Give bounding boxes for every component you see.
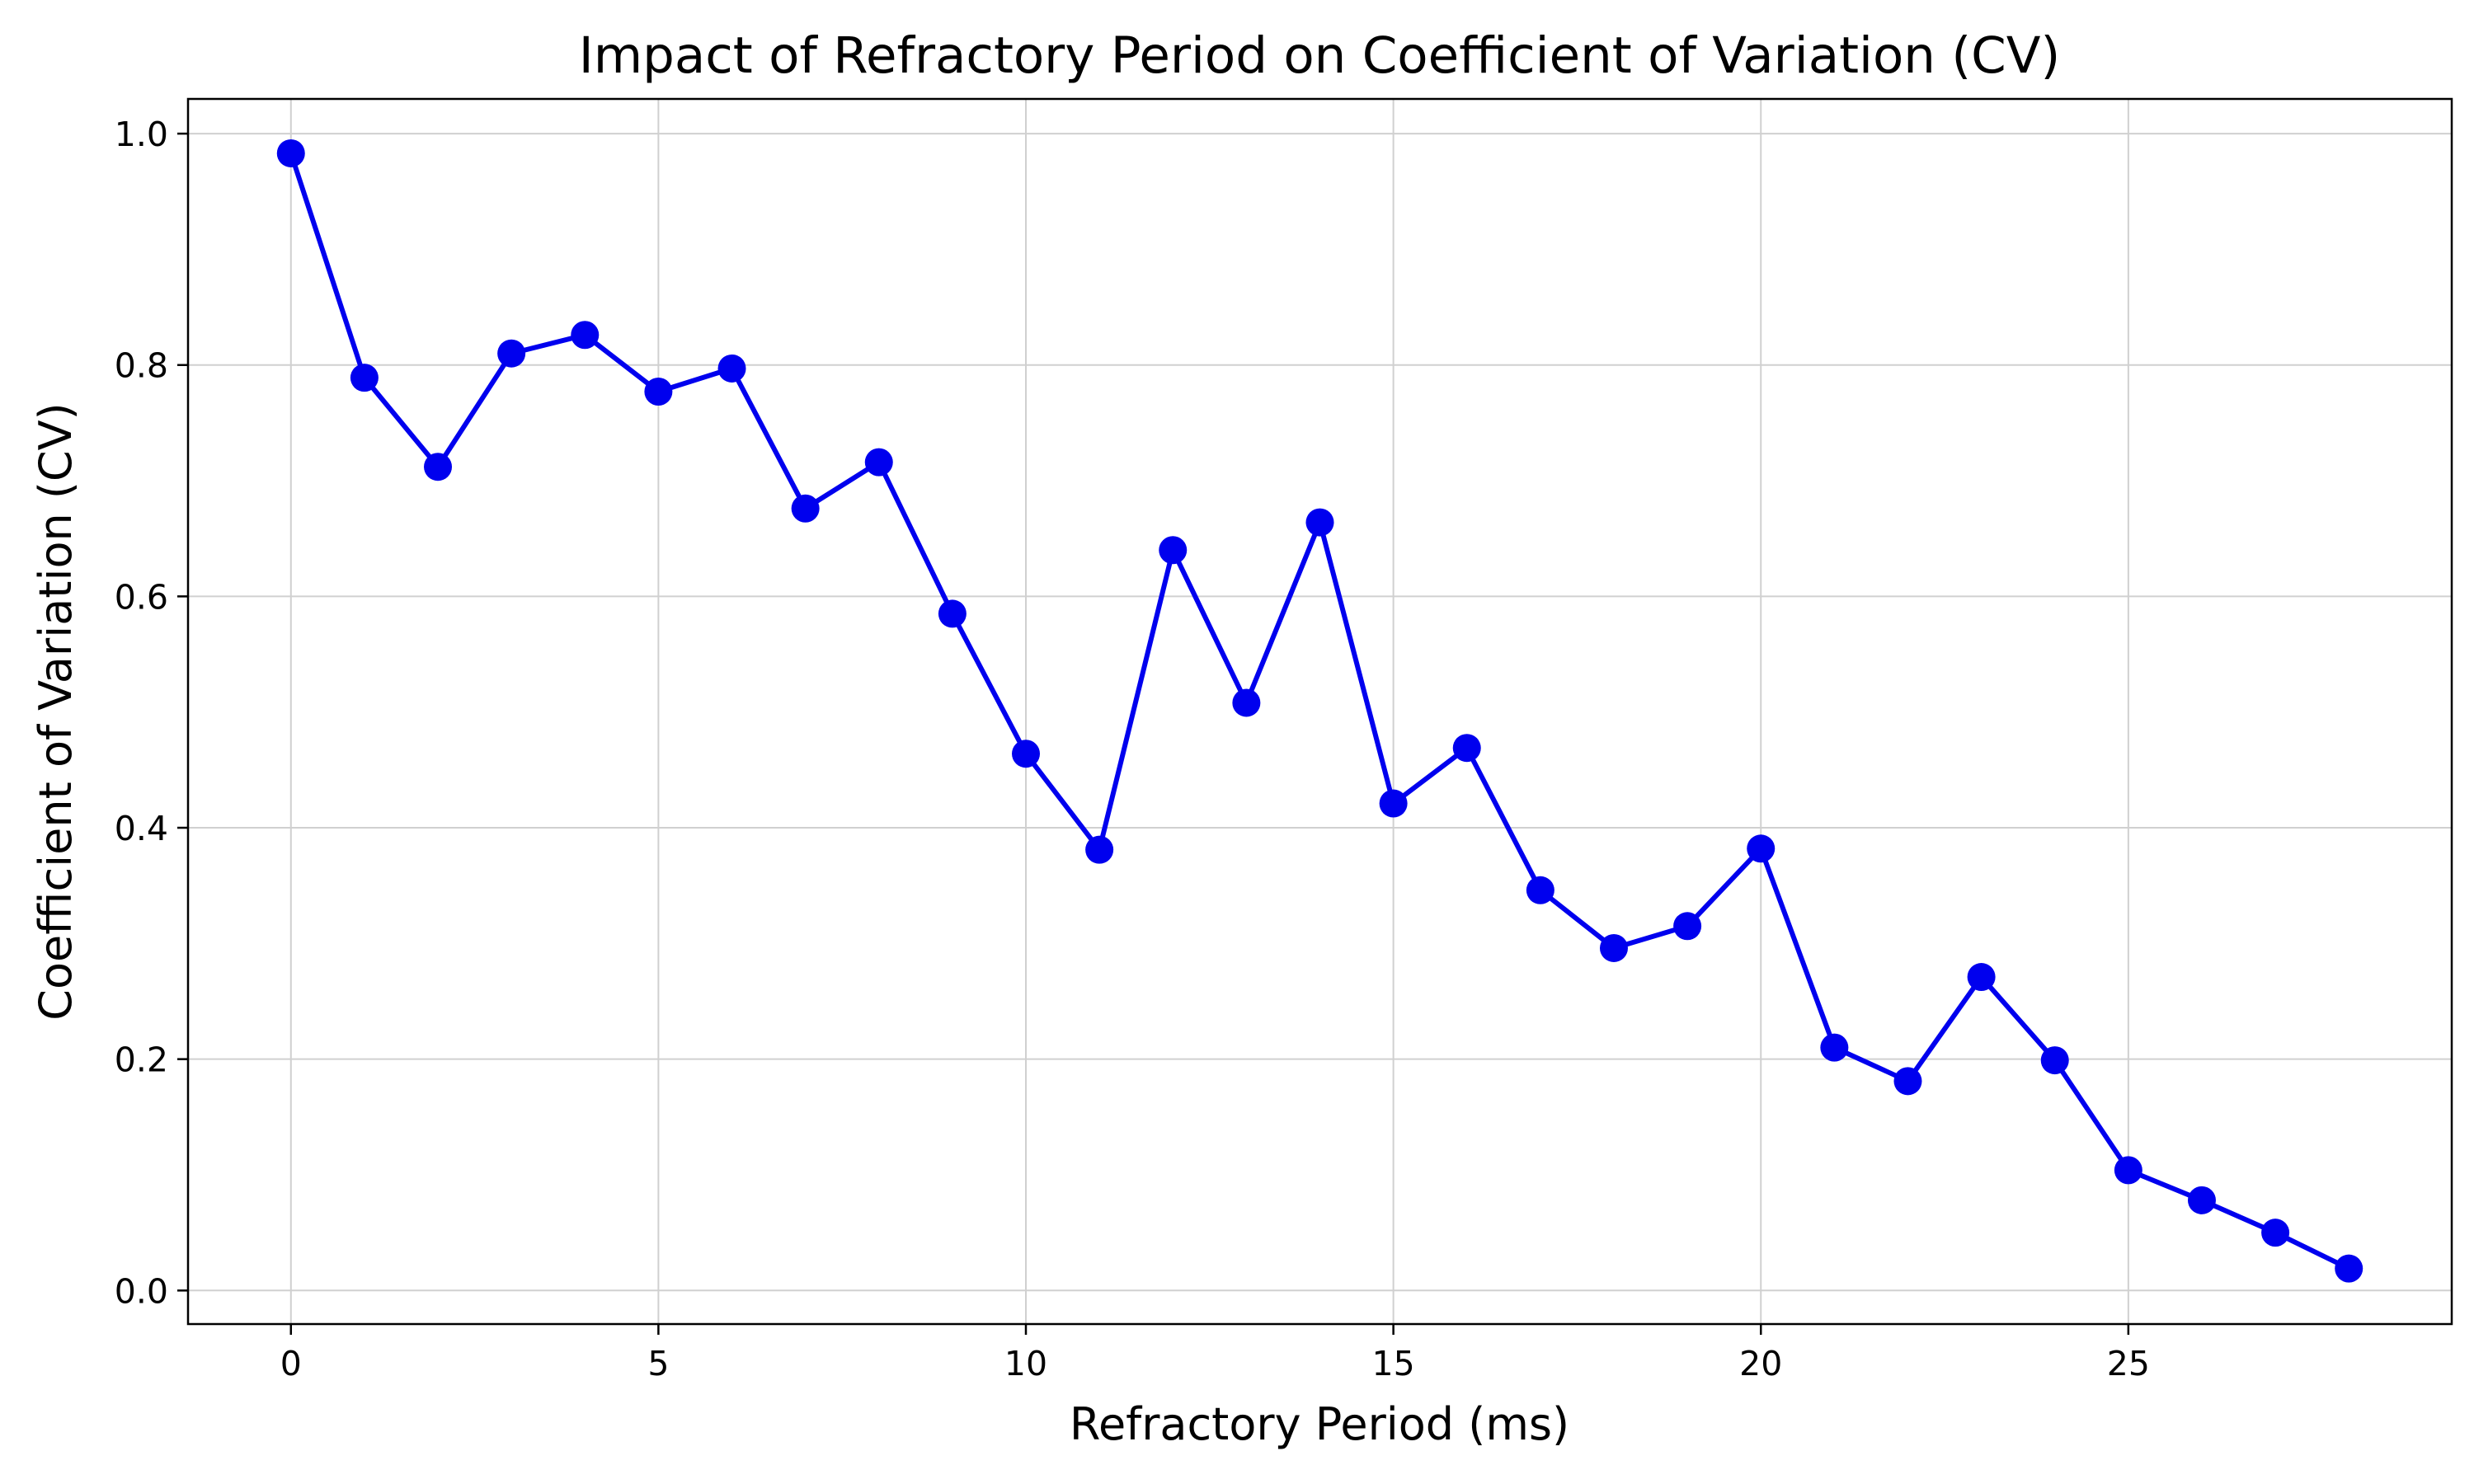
data-point: [644, 378, 673, 406]
data-point: [2040, 1046, 2069, 1075]
y-tick-label: 0.0: [115, 1271, 168, 1311]
y-tick-label: 0.6: [115, 577, 168, 617]
data-point: [938, 599, 967, 628]
data-point: [864, 448, 893, 477]
data-point: [276, 139, 305, 167]
x-tick-label: 0: [280, 1344, 302, 1383]
data-point: [1820, 1033, 1849, 1062]
x-tick-label: 5: [647, 1344, 669, 1383]
y-tick-label: 0.2: [115, 1040, 168, 1080]
data-point: [1673, 912, 1702, 941]
data-point: [497, 339, 526, 368]
x-tick-label: 20: [1739, 1344, 1782, 1383]
data-point: [2261, 1219, 2290, 1247]
data-point: [717, 354, 746, 383]
series-line: [288, 151, 2352, 1271]
x-tick-label: 15: [1372, 1344, 1415, 1383]
chart-title: Impact of Refractory Period on Coefficie…: [579, 26, 2061, 85]
y-tick-label: 0.8: [115, 346, 168, 386]
data-point: [1452, 734, 1481, 763]
data-point: [791, 494, 820, 523]
x-tick-label: 25: [2107, 1344, 2150, 1383]
y-tick-label: 1.0: [115, 115, 168, 154]
data-point: [1747, 834, 1776, 863]
axis-ticks: 0 5 10 15 20 25 0.0 0.2 0.4 0.6 0.8 1.0: [115, 115, 2150, 1383]
data-point: [2187, 1186, 2216, 1214]
data-point: [1085, 835, 1114, 864]
data-point: [1526, 876, 1554, 904]
data-point: [1305, 508, 1334, 537]
data-point: [1159, 536, 1188, 565]
data-point: [2335, 1254, 2363, 1283]
data-point: [350, 364, 379, 392]
x-axis-label: Refractory Period (ms): [1070, 1398, 1569, 1450]
x-tick-label: 10: [1004, 1344, 1047, 1383]
data-point: [1232, 688, 1261, 717]
data-point: [1012, 740, 1041, 768]
data-point: [424, 453, 453, 481]
data-point: [1379, 789, 1408, 818]
y-tick-label: 0.4: [115, 809, 168, 848]
data-point: [1893, 1067, 1922, 1096]
y-axis-label: Coefficient of Variation (CV): [30, 402, 82, 1020]
data-point: [1967, 963, 1996, 992]
data-point: [1599, 933, 1628, 962]
data-point: [2114, 1156, 2142, 1185]
grid: [188, 99, 2452, 1324]
data-point: [571, 321, 600, 350]
series-layer: [276, 139, 2363, 1283]
plot-frame: [186, 97, 2453, 1326]
